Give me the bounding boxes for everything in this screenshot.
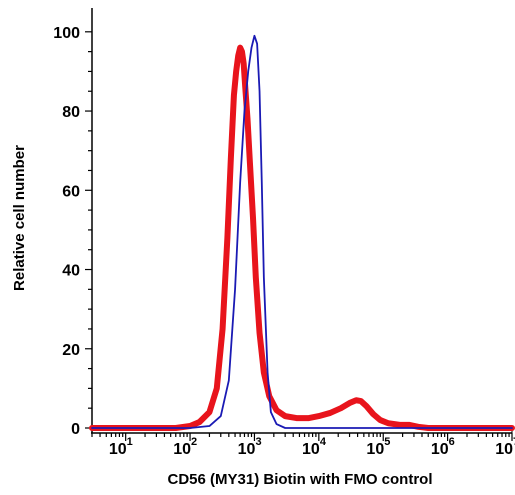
y-tick-label: 60 bbox=[62, 183, 80, 200]
x-tick-exponent: 7 bbox=[513, 436, 515, 448]
y-tick-label: 100 bbox=[53, 25, 80, 42]
series-1-line bbox=[89, 44, 515, 431]
x-tick-exponent: 1 bbox=[127, 436, 133, 448]
axes bbox=[85, 8, 513, 441]
x-tick-label: 10 bbox=[238, 441, 256, 458]
x-tick-exponent: 4 bbox=[320, 436, 327, 448]
y-tick-label: 20 bbox=[62, 342, 80, 359]
y-tick-label: 40 bbox=[62, 263, 80, 280]
x-tick-label: 10 bbox=[366, 441, 384, 458]
x-tick-label: 10 bbox=[495, 441, 513, 458]
x-tick-exponent: 2 bbox=[191, 436, 197, 448]
y-tick-label: 80 bbox=[62, 104, 80, 121]
tick-layer: 020406080100101102103104105106107 bbox=[53, 25, 515, 458]
x-tick-exponent: 5 bbox=[384, 436, 390, 448]
x-tick-label: 10 bbox=[431, 441, 449, 458]
x-tick-exponent: 6 bbox=[449, 436, 455, 448]
y-tick-label: 0 bbox=[71, 421, 80, 438]
x-tick-label: 10 bbox=[109, 441, 127, 458]
x-tick-label: 10 bbox=[302, 441, 320, 458]
y-axis-title: Relative cell number bbox=[11, 145, 28, 291]
x-axis-title: CD56 (MY31) Biotin with FMO control bbox=[168, 471, 433, 488]
x-tick-exponent: 3 bbox=[255, 436, 261, 448]
x-tick-label: 10 bbox=[173, 441, 191, 458]
series-2-line bbox=[91, 34, 513, 429]
series-layer bbox=[89, 34, 515, 431]
